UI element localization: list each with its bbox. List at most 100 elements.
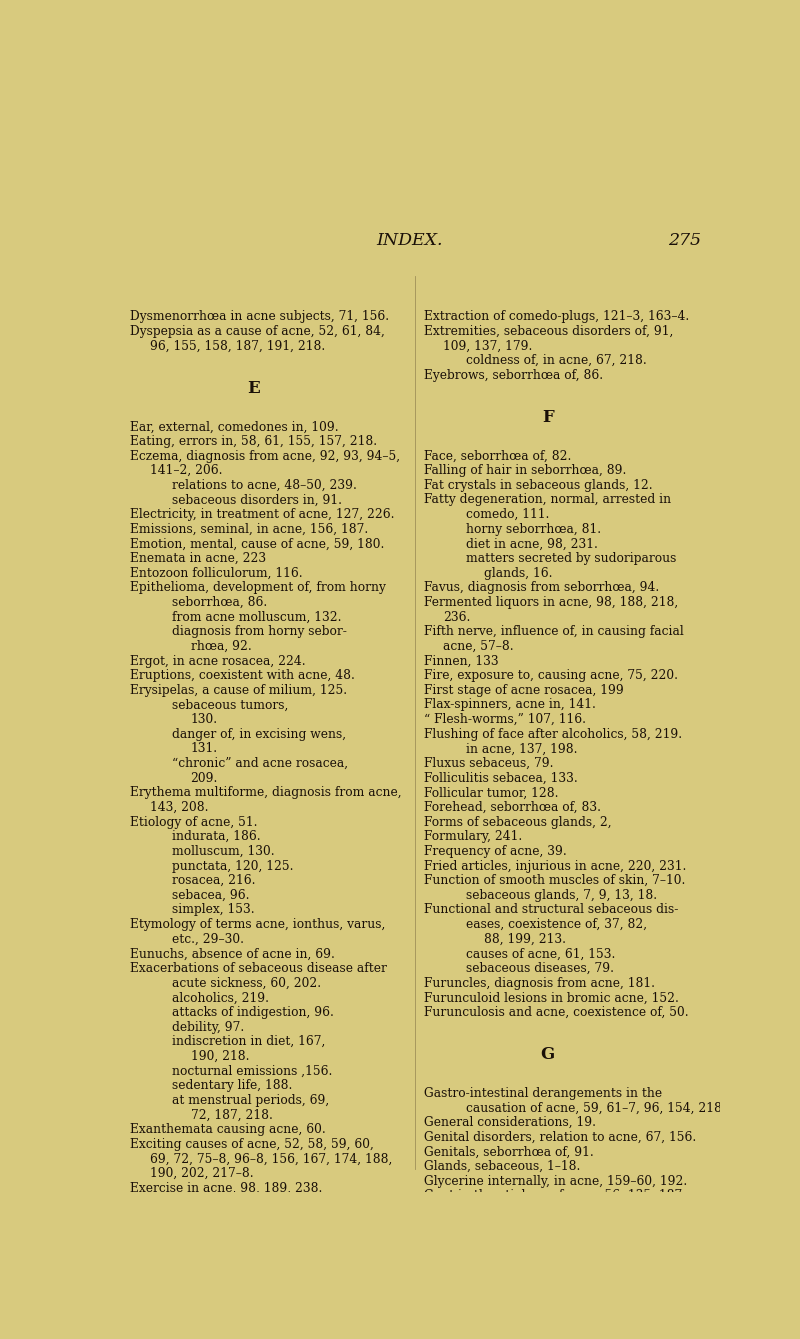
Text: 190, 218.: 190, 218. xyxy=(190,1050,249,1063)
Text: Fluxus sebaceus, 79.: Fluxus sebaceus, 79. xyxy=(424,757,553,770)
Text: coldness of, in acne, 67, 218.: coldness of, in acne, 67, 218. xyxy=(172,1284,353,1297)
Text: 109, 137, 179.: 109, 137, 179. xyxy=(150,1269,239,1283)
Text: Furunculoid lesions in bromic acne, 152.: Furunculoid lesions in bromic acne, 152. xyxy=(424,991,678,1004)
Text: Exciting causes of acne, 52, 58, 59, 60,: Exciting causes of acne, 52, 58, 59, 60, xyxy=(130,1138,374,1150)
Text: E: E xyxy=(247,380,260,396)
Text: Enemata in acne, 223: Enemata in acne, 223 xyxy=(130,552,266,565)
Text: Formulary, 241.: Formulary, 241. xyxy=(424,830,522,844)
Text: First stage of acne rosacea, 199: First stage of acne rosacea, 199 xyxy=(424,684,623,696)
Text: indurata, 186.: indurata, 186. xyxy=(172,830,261,844)
Text: eases, coexistence of, 37, 82,: eases, coexistence of, 37, 82, xyxy=(466,919,647,931)
Text: 209.: 209. xyxy=(190,771,218,785)
Text: Glands, sebaceous, 1–18.: Glands, sebaceous, 1–18. xyxy=(424,1160,580,1173)
Text: Frequency of acne, 39.: Frequency of acne, 39. xyxy=(424,845,566,858)
Text: Etiology of acne, 51.: Etiology of acne, 51. xyxy=(130,815,258,829)
Text: 236.: 236. xyxy=(443,611,471,624)
Text: sebacea, 96.: sebacea, 96. xyxy=(172,889,250,901)
Text: Eunuchs, absence of acne in, 69.: Eunuchs, absence of acne in, 69. xyxy=(130,948,334,960)
Text: molluscum, 130.: molluscum, 130. xyxy=(172,845,274,858)
Text: debility, 97.: debility, 97. xyxy=(172,1020,244,1034)
Text: Exanthemata causing acne, 60.: Exanthemata causing acne, 60. xyxy=(130,1123,326,1135)
Text: Erysipelas, a cause of milium, 125.: Erysipelas, a cause of milium, 125. xyxy=(130,684,347,696)
Text: Folliculitis sebacea, 133.: Folliculitis sebacea, 133. xyxy=(424,771,578,785)
Text: sebaceous tumors,: sebaceous tumors, xyxy=(172,699,288,711)
Text: sedentary life, 188.: sedentary life, 188. xyxy=(172,1079,292,1093)
Text: relations to acne, 48–50, 239.: relations to acne, 48–50, 239. xyxy=(172,479,357,491)
Text: Favus, diagnosis from seborrhœa, 94.: Favus, diagnosis from seborrhœa, 94. xyxy=(424,581,659,595)
Text: “ Flesh-worms,” 107, 116.: “ Flesh-worms,” 107, 116. xyxy=(424,714,586,726)
Text: diagnosis from horny sebor-: diagnosis from horny sebor- xyxy=(172,625,346,639)
Text: glands, 16.: glands, 16. xyxy=(485,566,553,580)
Text: alcoholics, 219.: alcoholics, 219. xyxy=(172,991,269,1004)
Text: Eating, errors in, 58, 61, 155, 157, 218.: Eating, errors in, 58, 61, 155, 157, 218… xyxy=(130,435,377,449)
Text: diet in acne, 98, 231.: diet in acne, 98, 231. xyxy=(466,537,598,550)
Text: Fried articles, injurious in acne, 220, 231.: Fried articles, injurious in acne, 220, … xyxy=(424,860,686,873)
Text: 218, 230.: 218, 230. xyxy=(443,1204,502,1217)
Text: 109, 137, 179.: 109, 137, 179. xyxy=(443,340,533,352)
Text: Functional and structural sebaceous dis-: Functional and structural sebaceous dis- xyxy=(424,904,678,916)
Text: Exacerbations of sebaceous disease after: Exacerbations of sebaceous disease after xyxy=(130,961,386,975)
Text: indiscretion in diet, 167,: indiscretion in diet, 167, xyxy=(172,1035,326,1048)
Text: causation of acne, 59, 61–7, 96, 154, 218.: causation of acne, 59, 61–7, 96, 154, 21… xyxy=(466,1102,726,1114)
Text: Eyebrows, seborrhœa of, 86.: Eyebrows, seborrhœa of, 86. xyxy=(424,368,602,382)
Text: Glycerine internally, in acne, 159–60, 192.: Glycerine internally, in acne, 159–60, 1… xyxy=(424,1174,687,1188)
Text: Fifth nerve, influence of, in causing facial: Fifth nerve, influence of, in causing fa… xyxy=(424,625,683,639)
Text: seborrhœa, 86.: seborrhœa, 86. xyxy=(172,596,267,609)
Text: Eruptions, coexistent with acne, 48.: Eruptions, coexistent with acne, 48. xyxy=(130,670,354,682)
Text: sebaceous disorders in, 91.: sebaceous disorders in, 91. xyxy=(172,494,342,506)
Text: rhœa, 92.: rhœa, 92. xyxy=(190,640,251,653)
Text: Fire, exposure to, causing acne, 75, 220.: Fire, exposure to, causing acne, 75, 220… xyxy=(424,670,678,682)
Text: 275: 275 xyxy=(669,232,702,249)
Text: 69, 72, 75–8, 96–8, 156, 167, 174, 188,: 69, 72, 75–8, 96–8, 156, 167, 174, 188, xyxy=(150,1153,392,1165)
Text: acute sickness, 60, 202.: acute sickness, 60, 202. xyxy=(172,976,321,990)
Text: at menstrual periods, 69,: at menstrual periods, 69, xyxy=(172,1094,329,1107)
Text: sebaceous diseases, 79.: sebaceous diseases, 79. xyxy=(466,961,614,975)
Text: Emissions, seminal, in acne, 156, 187.: Emissions, seminal, in acne, 156, 187. xyxy=(130,522,368,536)
Text: simplex, 153.: simplex, 153. xyxy=(172,904,254,916)
Text: heat  “  “ 74, 75, 188.: heat “ “ 74, 75, 188. xyxy=(172,1210,306,1224)
Text: Exercise in acne, 98, 189, 238.: Exercise in acne, 98, 189, 238. xyxy=(130,1181,322,1194)
Text: horny seborrhœa, 81.: horny seborrhœa, 81. xyxy=(466,522,601,536)
Text: INDEX.: INDEX. xyxy=(377,232,443,249)
Text: Extraction of comedo-plugs, 121–3,: Extraction of comedo-plugs, 121–3, xyxy=(130,1225,350,1239)
Text: 72, 187, 218.: 72, 187, 218. xyxy=(190,1109,272,1121)
Text: Electricity, in treatment of acne, 127, 226.: Electricity, in treatment of acne, 127, … xyxy=(130,507,394,521)
Text: nocturnal emissions ,156.: nocturnal emissions ,156. xyxy=(172,1065,332,1078)
Text: 141–2, 206.: 141–2, 206. xyxy=(150,465,222,477)
Text: in acne, 137, 198.: in acne, 137, 198. xyxy=(466,742,578,755)
Text: 96, 155, 158, 187, 191, 218.: 96, 155, 158, 187, 191, 218. xyxy=(150,340,325,352)
Text: Green soap, sapo viridis, in acne, 104, 123,: Green soap, sapo viridis, in acne, 104, … xyxy=(424,1218,693,1232)
Text: acne, 57–8.: acne, 57–8. xyxy=(443,640,514,653)
Text: G: G xyxy=(541,1046,554,1063)
Text: Forehead, seborrhœa of, 83.: Forehead, seborrhœa of, 83. xyxy=(424,801,601,814)
Text: Dyspepsia as a cause of acne, 52, 61, 84,: Dyspepsia as a cause of acne, 52, 61, 84… xyxy=(130,325,385,337)
Text: 163–4.: 163–4. xyxy=(172,1240,213,1253)
Text: Fatty degeneration, normal, arrested in: Fatty degeneration, normal, arrested in xyxy=(424,494,670,506)
Text: Emotion, mental, cause of acne, 59, 180.: Emotion, mental, cause of acne, 59, 180. xyxy=(130,537,384,550)
Text: from acne molluscum, 132.: from acne molluscum, 132. xyxy=(172,611,342,624)
Text: F: F xyxy=(542,410,554,426)
Text: Erythema multiforme, diagnosis from acne,: Erythema multiforme, diagnosis from acne… xyxy=(130,786,402,799)
Text: Extremities, sebaceous disorders of, 91,: Extremities, sebaceous disorders of, 91, xyxy=(130,1255,379,1268)
Text: 162, 195, 225.: 162, 195, 225. xyxy=(443,1233,534,1247)
Text: Forms of sebaceous glands, 2,: Forms of sebaceous glands, 2, xyxy=(424,815,611,829)
Text: Fermented liquors in acne, 98, 188, 218,: Fermented liquors in acne, 98, 188, 218, xyxy=(424,596,678,609)
Text: 131.: 131. xyxy=(190,742,218,755)
Text: punctata, 120, 125.: punctata, 120, 125. xyxy=(172,860,294,873)
Text: 88, 199, 213.: 88, 199, 213. xyxy=(485,933,566,945)
Text: matters secreted by sudoriparous: matters secreted by sudoriparous xyxy=(466,552,676,565)
Text: Entozoon folliculorum, 116.: Entozoon folliculorum, 116. xyxy=(130,566,302,580)
Text: Fat crystals in sebaceous glands, 12.: Fat crystals in sebaceous glands, 12. xyxy=(424,479,652,491)
Text: 130.: 130. xyxy=(190,714,218,726)
Text: Follicular tumor, 128.: Follicular tumor, 128. xyxy=(424,786,558,799)
Text: Eyebrows, seborrhœa of, 86.: Eyebrows, seborrhœa of, 86. xyxy=(130,1299,309,1312)
Text: sebaceous glands, 7, 9, 13, 18.: sebaceous glands, 7, 9, 13, 18. xyxy=(466,889,657,901)
Text: Gastro-intestinal derangements in the: Gastro-intestinal derangements in the xyxy=(424,1087,662,1099)
Text: Genital disorders, relation to acne, 67, 156.: Genital disorders, relation to acne, 67,… xyxy=(424,1130,696,1144)
Text: Ear, external, comedones in, 109.: Ear, external, comedones in, 109. xyxy=(130,420,338,434)
Text: Eczema, diagnosis from acne, 92, 93, 94–5,: Eczema, diagnosis from acne, 92, 93, 94–… xyxy=(130,450,400,462)
Text: “chronic” and acne rosacea,: “chronic” and acne rosacea, xyxy=(172,757,348,770)
Text: comedo, 111.: comedo, 111. xyxy=(466,507,549,521)
Text: General considerations, 19.: General considerations, 19. xyxy=(424,1115,596,1129)
Text: Exposure to cold causing acne, 74, 188.: Exposure to cold causing acne, 74, 188. xyxy=(130,1196,378,1209)
